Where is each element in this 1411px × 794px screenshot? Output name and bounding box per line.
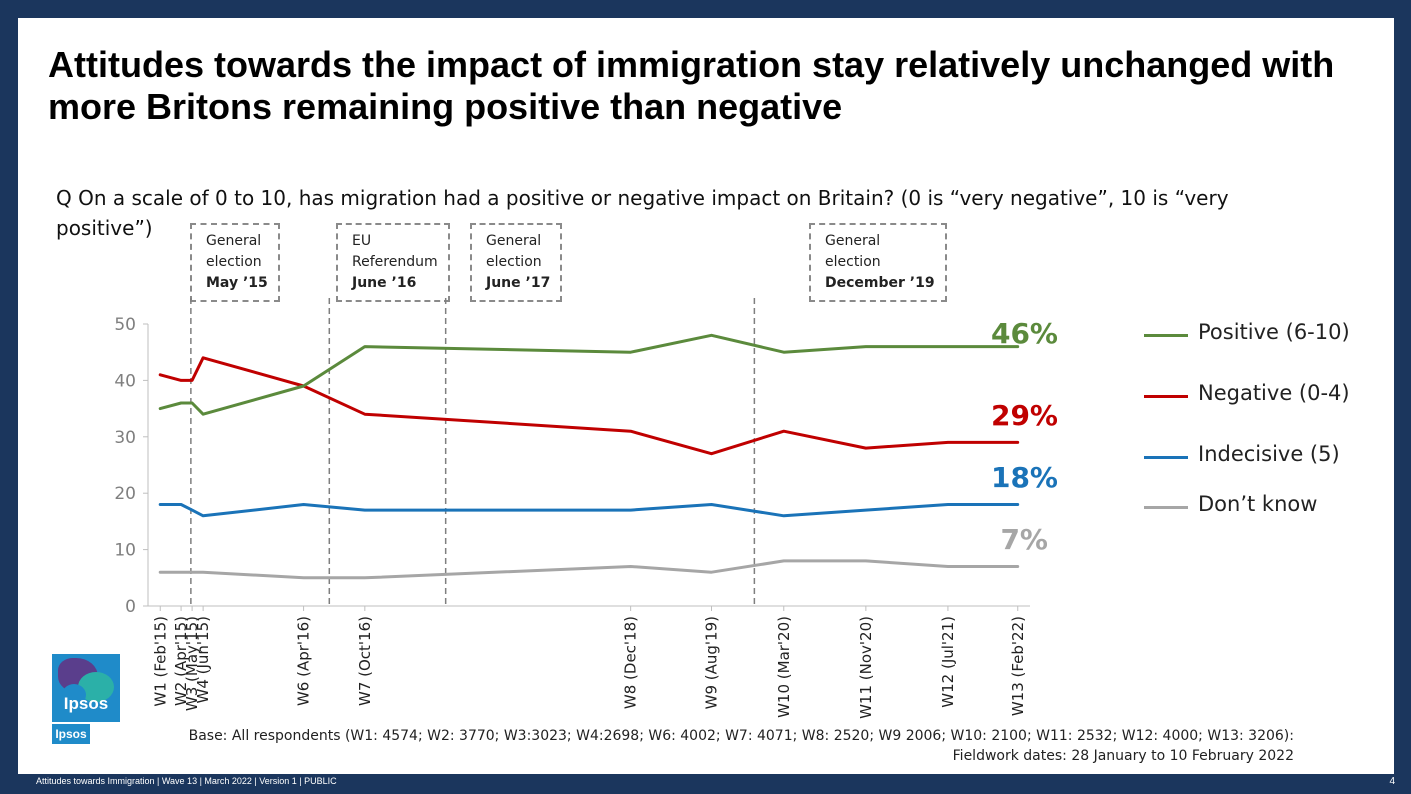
logo-mark: Ipsos — [52, 654, 120, 722]
footer: Attitudes towards Immigration | Wave 13 … — [36, 776, 337, 786]
event-date: December ’19 — [825, 275, 935, 291]
event-general-election-2015: General election May ’15 — [190, 223, 280, 302]
event-date: June ’17 — [486, 275, 551, 291]
legend-swatch-indecisive — [1144, 456, 1188, 459]
y-tick-label: 0 — [125, 597, 136, 617]
x-tick-label: W1 (Feb'15) — [151, 616, 169, 707]
ipsos-logo: Ipsos Ipsos — [52, 654, 120, 744]
legend-label: Negative (0-4) — [1198, 381, 1350, 405]
page-number: 4 — [1389, 776, 1395, 787]
series-line-don-t-know — [158, 559, 1020, 580]
event-line: election — [825, 254, 881, 270]
legend-swatch-negative — [1144, 395, 1188, 398]
event-line: General — [206, 233, 262, 249]
x-tick-label: W13 (Feb'22) — [1009, 616, 1027, 716]
base-respondents: Base: All respondents (W1: 4574; W2: 377… — [188, 728, 1294, 744]
y-tick-label: 40 — [114, 371, 136, 391]
x-tick-label: W3 (May'15) — [183, 616, 201, 711]
x-tick-label: W2 (Apr'15) — [172, 616, 190, 706]
event-general-election-2017: General election June ’17 — [470, 223, 563, 302]
y-tick-label: 20 — [114, 484, 136, 504]
slide-title: Attitudes towards the impact of immigrat… — [48, 44, 1335, 127]
event-line: election — [486, 254, 542, 270]
x-tick-label: W6 (Apr'16) — [295, 616, 313, 706]
legend-label: Don’t know — [1198, 492, 1318, 516]
series-line-positive- — [158, 333, 1020, 416]
x-tick-label: W9 (Aug'19) — [703, 616, 721, 709]
legend-item-indecisive: Indecisive (5) — [1144, 442, 1404, 472]
legend-item-negative: Negative (0-4) — [1144, 381, 1404, 411]
line-chart: 0 10 20 30 40 50 W1 (Feb'15) W2 (Apr'15)W3 (May… — [114, 298, 1030, 719]
event-eu-referendum-2016: EU Referendum June ’16 — [336, 223, 450, 302]
legend-swatch-positive — [1144, 334, 1188, 337]
slide: Attitudes towards the impact of immigrat… — [18, 18, 1394, 774]
end-label-indecisive: 18% — [990, 461, 1058, 494]
x-tick-label: W12 (Jul'21) — [939, 616, 957, 708]
event-line: EU — [352, 233, 372, 249]
event-line: election — [206, 254, 262, 270]
base-note: Base: All respondents (W1: 4574; W2: 377… — [189, 726, 1294, 766]
y-tick-label: 30 — [114, 428, 136, 448]
event-line: Referendum — [352, 254, 438, 270]
x-tick-label: W8 (Dec'18) — [622, 616, 640, 709]
logo-word: Ipsos — [63, 694, 109, 713]
x-tick-label: W4 (Jun'15) — [194, 616, 212, 704]
logo-small-word: Ipsos — [52, 724, 90, 744]
end-label-negative: 29% — [990, 399, 1058, 432]
series-line-negative- — [158, 356, 1020, 456]
end-label-dont-know: 7% — [1000, 523, 1048, 556]
x-tick-label: W11 (Nov'20) — [857, 616, 875, 719]
event-date: May ’15 — [206, 275, 268, 291]
event-date: June ’16 — [352, 275, 417, 291]
y-tick-label: 10 — [114, 541, 136, 561]
y-tick-label: 50 — [114, 315, 136, 335]
survey-question: Q On a scale of 0 to 10, has migration h… — [56, 186, 1229, 240]
end-label-positive: 46% — [990, 317, 1058, 350]
event-line: General — [825, 233, 881, 249]
x-tick-label: W10 (Mar'20) — [775, 616, 793, 718]
legend-item-positive: Positive (6-10) — [1144, 320, 1404, 350]
event-general-election-2019: General election December ’19 — [809, 223, 947, 302]
legend-label: Positive (6-10) — [1198, 320, 1350, 344]
series-line-indecisive- — [158, 503, 1020, 518]
legend-item-dont-know: Don’t know — [1144, 492, 1404, 522]
event-line: General — [486, 233, 542, 249]
legend-swatch-dont-know — [1144, 506, 1188, 509]
fieldwork-dates: Fieldwork dates: 28 January to 10 Februa… — [952, 748, 1294, 764]
x-tick-label: W7 (Oct'16) — [356, 616, 374, 706]
legend-label: Indecisive (5) — [1198, 442, 1340, 466]
